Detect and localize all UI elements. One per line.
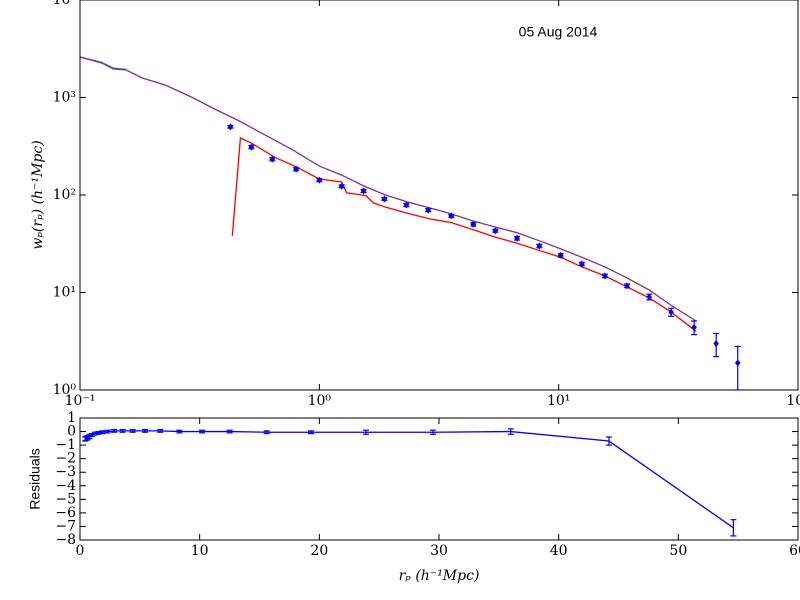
data-point	[227, 123, 234, 131]
data-point	[734, 359, 741, 367]
error-bar	[734, 345, 741, 390]
data-point	[448, 212, 455, 220]
data-point	[316, 176, 323, 184]
data-point	[293, 165, 299, 173]
data-point	[514, 234, 520, 242]
error-bar	[307, 430, 314, 435]
data-point	[425, 206, 431, 214]
error-bar	[95, 430, 102, 435]
y-tick-label: −3	[55, 464, 76, 480]
data-point	[624, 282, 630, 290]
x-tick-label: 50	[669, 543, 687, 559]
data-point	[470, 220, 477, 228]
data-point	[360, 187, 367, 195]
y-tick-label: 0	[67, 424, 76, 440]
plot-area	[82, 428, 737, 537]
error-bar	[99, 430, 106, 435]
x-tick-label: 10⁻¹	[65, 393, 96, 409]
error-bar	[226, 429, 233, 434]
data-point	[713, 339, 719, 347]
data-point	[536, 242, 543, 250]
error-bar	[199, 429, 206, 434]
error-bar	[111, 428, 118, 433]
y-axis-label: wₚ(rₚ) (h⁻¹Mpc)	[30, 140, 46, 249]
axes-frame	[79, 417, 799, 541]
y-tick-label: 10¹	[53, 285, 76, 301]
x-tick-label: 30	[430, 543, 448, 559]
x-tick-label: 60	[789, 543, 800, 559]
y-tick-label: 10²	[53, 187, 76, 203]
y-tick-label: 1	[67, 410, 76, 426]
y-tick-label: 10⁴	[53, 0, 77, 8]
data-point	[338, 182, 345, 190]
data-point	[579, 260, 585, 268]
y-tick-label: −5	[55, 491, 76, 507]
data-point	[248, 143, 255, 151]
x-tick-label: 20	[310, 543, 328, 559]
x-tick-label: 0	[76, 543, 85, 559]
error-bar	[507, 428, 514, 435]
y-tick-label: −4	[55, 478, 76, 494]
error-bar	[129, 428, 136, 433]
error-bar	[730, 519, 737, 537]
error-bar	[605, 436, 612, 446]
data-point	[557, 251, 564, 259]
series-line	[80, 56, 697, 322]
y-tick-label: −8	[55, 532, 76, 548]
data-point	[381, 195, 388, 203]
error-bar	[263, 430, 270, 435]
axes-frame	[79, 0, 799, 391]
data-point	[269, 155, 276, 163]
plot-area	[80, 56, 741, 390]
x-tick-label: 40	[550, 543, 568, 559]
y-tick-label: −6	[55, 505, 76, 521]
x-tick-label: 10	[191, 543, 209, 559]
x-tick-label: 10⁰	[308, 393, 332, 409]
y-tick-label: 10⁰	[53, 382, 77, 398]
series-line	[231, 137, 697, 332]
y-tick-label: 10³	[53, 90, 76, 106]
error-bar	[157, 428, 164, 433]
error-bar	[91, 431, 98, 436]
error-bar	[119, 428, 126, 433]
y-axis-label: Residuals	[27, 448, 43, 509]
y-tick-label: −2	[55, 451, 76, 467]
data-point	[492, 227, 499, 235]
y-tick-label: −7	[55, 518, 76, 534]
error-bar	[363, 429, 370, 435]
date-annotation: 05 Aug 2014	[519, 24, 598, 40]
data-point	[668, 308, 674, 316]
error-bar	[176, 429, 183, 434]
x-tick-label: 10²	[786, 393, 800, 409]
x-tick-label: 10¹	[547, 393, 570, 409]
error-bar	[104, 429, 111, 434]
data-point	[646, 293, 653, 301]
y-tick-label: −1	[55, 437, 76, 453]
data-point	[403, 201, 410, 209]
data-point	[602, 272, 608, 280]
error-bar	[430, 429, 437, 435]
data-point	[691, 323, 697, 331]
error-bar	[142, 428, 149, 433]
x-axis-label: rₚ (h⁻¹Mpc)	[399, 568, 480, 584]
